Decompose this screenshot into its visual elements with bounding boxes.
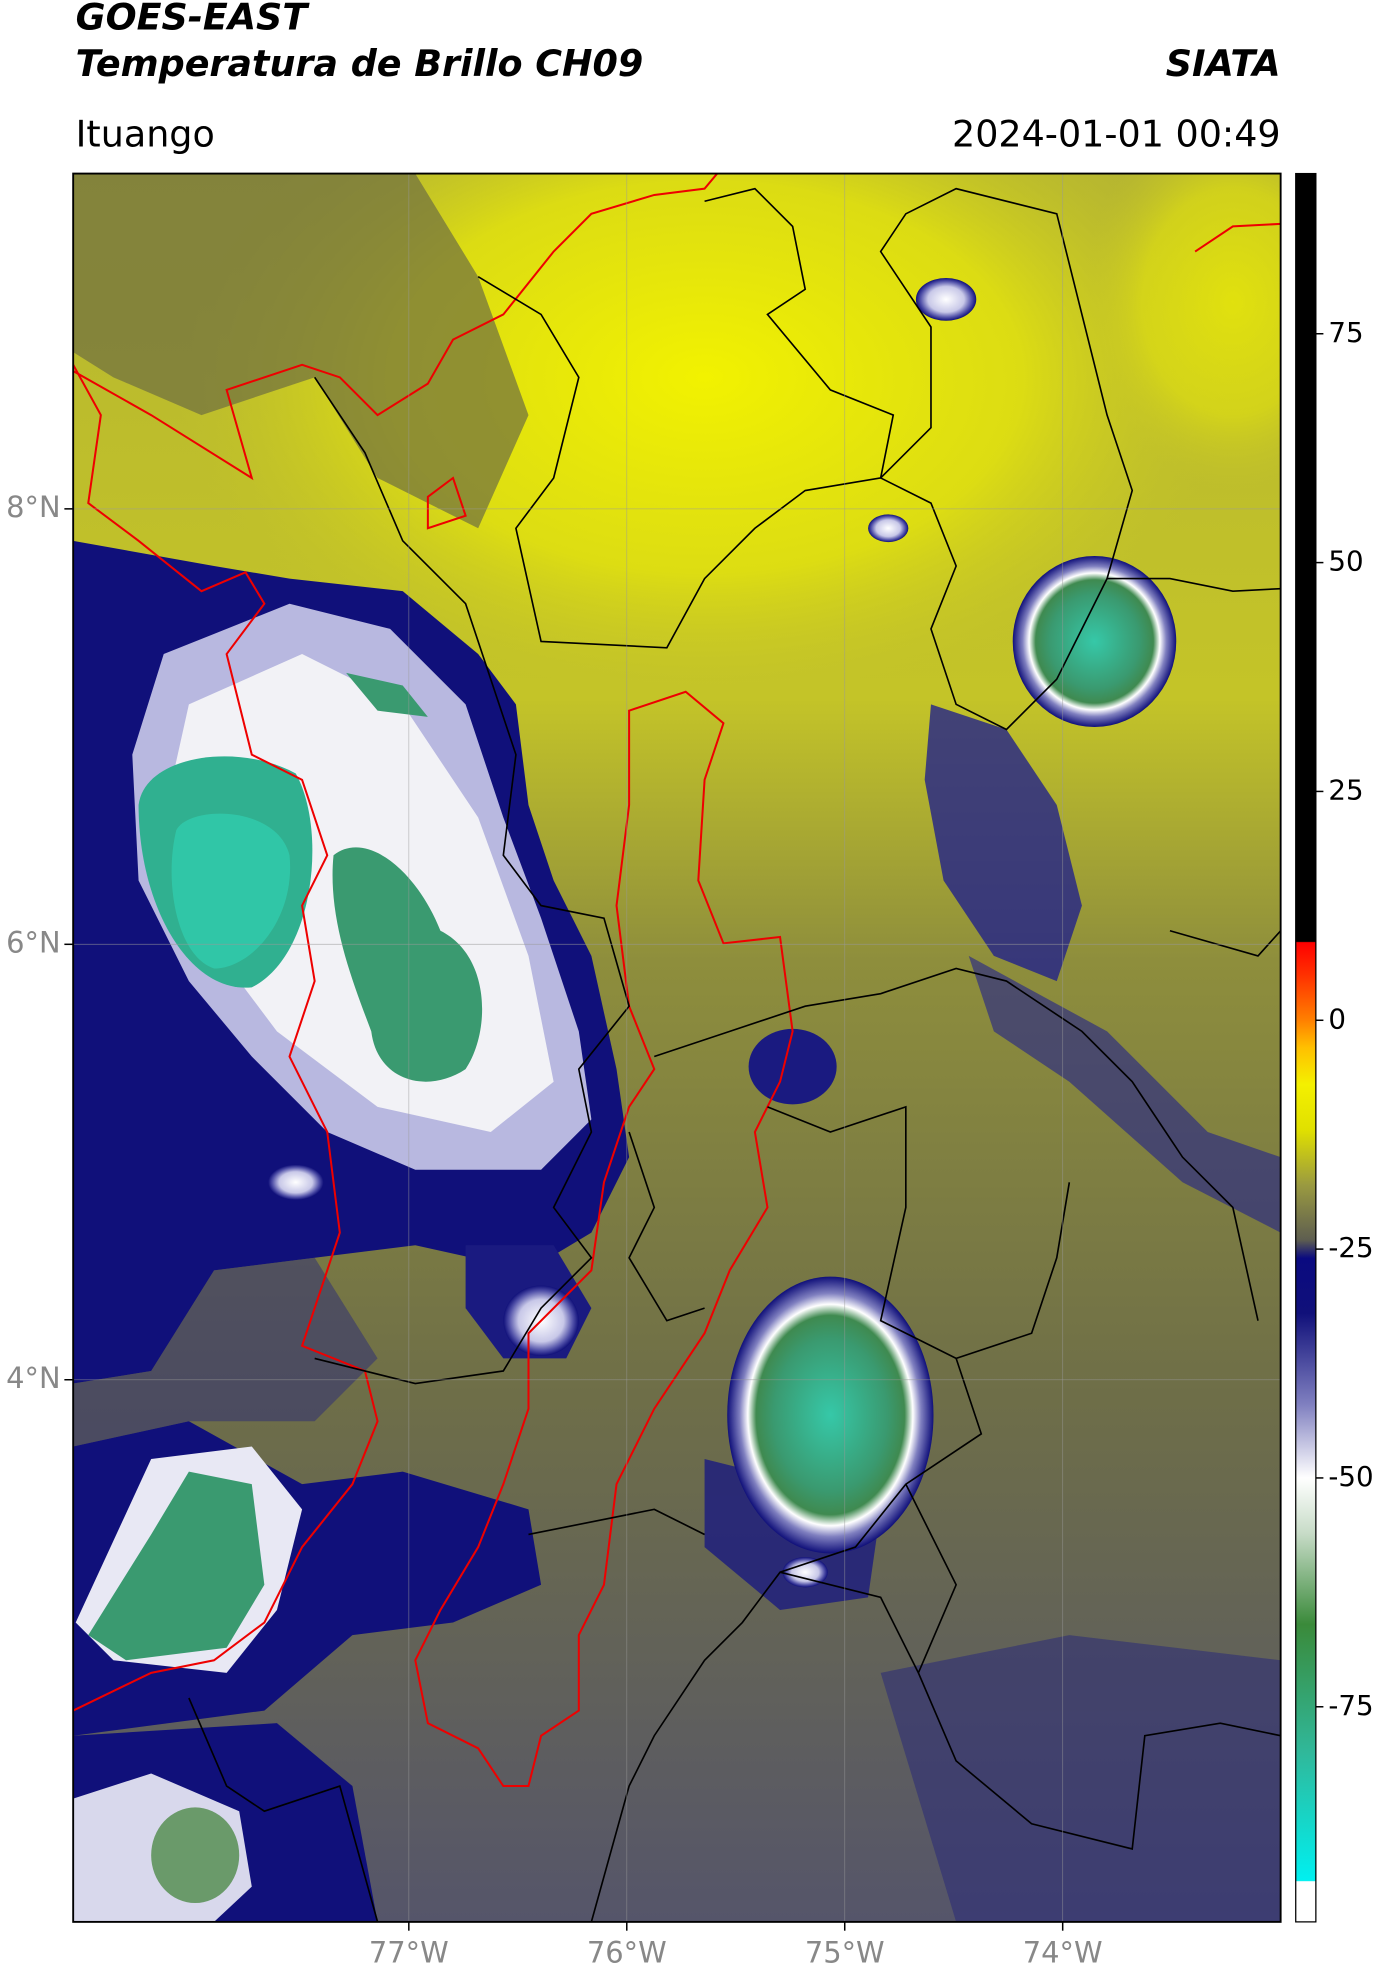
graticule: 77°W 76°W 75°W 74°W 8°N 6°N 4°N [6,173,1281,1970]
datetime: 2024-01-01 00:49 [952,112,1281,155]
colorbar-tick-label: -75 [1328,1689,1373,1722]
colorbar: 75 50 25 0 -25 -50 -75 [1295,172,1374,1923]
x-tick-label: 76°W [587,1936,667,1970]
colorbar-tick-label: 25 [1328,773,1363,806]
satellite-image [73,173,1281,1922]
y-tick-label: 6°N [6,925,60,959]
colorbar-tick-label: 75 [1328,316,1363,349]
map-frame [72,172,1282,1923]
x-tick-label: 77°W [369,1936,449,1970]
colorbar-fill [1295,172,1317,1923]
colorbar-tick-label: -50 [1328,1460,1373,1493]
x-tick-label: 74°W [1023,1936,1103,1970]
brand: SIATA [1166,42,1281,85]
y-tick-label: 8°N [6,490,60,524]
x-tick-label: 75°W [805,1936,885,1970]
colorbar-tick-label: -25 [1328,1231,1373,1264]
title: GOES-EAST [76,0,311,38]
colorbar-tick-label: 0 [1328,1002,1346,1035]
colorbar-tick-label: 50 [1328,545,1363,578]
location: Ituango [76,112,215,155]
subtitle: Temperatura de Brillo CH09 [76,42,644,85]
y-tick-label: 4°N [6,1361,60,1395]
